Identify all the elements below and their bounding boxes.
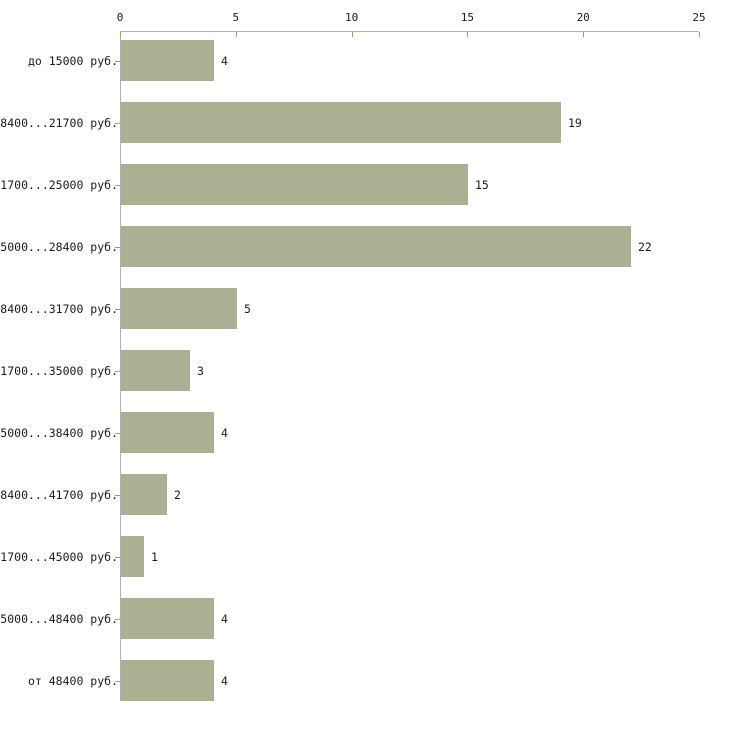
bar[interactable]	[121, 598, 214, 639]
y-tick-8	[115, 557, 120, 558]
y-tick-9	[115, 619, 120, 620]
y-tick-0	[115, 61, 120, 62]
category-label: 31700...35000 руб.	[0, 363, 118, 378]
bar-value-label: 4	[221, 53, 228, 68]
category-label: 21700...25000 руб.	[0, 177, 118, 192]
x-tick-20	[583, 32, 585, 37]
bar[interactable]	[121, 350, 190, 391]
y-tick-7	[115, 495, 120, 496]
x-tick-label-25: 25	[692, 11, 706, 24]
bar-value-label: 4	[221, 425, 228, 440]
category-label: 28400...31700 руб.	[0, 301, 118, 316]
y-axis-line	[120, 31, 121, 701]
bar[interactable]	[121, 474, 167, 515]
x-tick-label-5: 5	[232, 11, 240, 24]
bar-value-label: 4	[221, 673, 228, 688]
bar[interactable]	[121, 412, 214, 453]
bar-value-label: 3	[197, 363, 204, 378]
bar-value-label: 5	[244, 301, 251, 316]
bar[interactable]	[121, 102, 561, 143]
category-label: 41700...45000 руб.	[0, 549, 118, 564]
x-tick-25	[699, 32, 700, 37]
y-tick-3	[115, 247, 120, 248]
category-label: 45000...48400 руб.	[0, 611, 118, 626]
bar-value-label: 15	[475, 177, 489, 192]
x-tick-label-10: 10	[344, 11, 359, 24]
y-tick-6	[115, 433, 120, 434]
x-tick-label-15: 15	[460, 11, 475, 24]
category-label: до 15000 руб.	[27, 53, 118, 68]
category-label: 25000...28400 руб.	[0, 239, 118, 254]
category-label: 35000...38400 руб.	[0, 425, 118, 440]
bar[interactable]	[121, 40, 214, 81]
bar[interactable]	[121, 226, 631, 267]
x-tick-label-20: 20	[576, 11, 590, 24]
bar-value-label: 22	[638, 239, 652, 254]
category-label: 18400...21700 руб.	[0, 115, 118, 130]
y-tick-2	[115, 185, 120, 186]
bar-value-label: 19	[568, 115, 582, 130]
bar[interactable]	[121, 288, 237, 329]
x-tick-0	[120, 32, 121, 37]
bar-value-label: 1	[151, 549, 158, 564]
x-tick-15	[467, 32, 469, 37]
x-tick-5	[235, 32, 237, 37]
y-tick-4	[115, 309, 120, 310]
bar-value-label: 2	[174, 487, 181, 502]
y-tick-10	[115, 681, 120, 682]
bar[interactable]	[121, 164, 468, 205]
x-tick-label-0: 0	[116, 11, 124, 24]
x-tick-10	[351, 32, 353, 37]
category-label: от 48400 руб.	[27, 673, 118, 688]
y-tick-1	[115, 123, 120, 124]
bar[interactable]	[121, 536, 144, 577]
y-tick-5	[115, 371, 120, 372]
category-label: 38400...41700 руб.	[0, 487, 118, 502]
bar-value-label: 4	[221, 611, 228, 626]
bar[interactable]	[121, 660, 214, 701]
x-axis-line	[120, 31, 699, 32]
